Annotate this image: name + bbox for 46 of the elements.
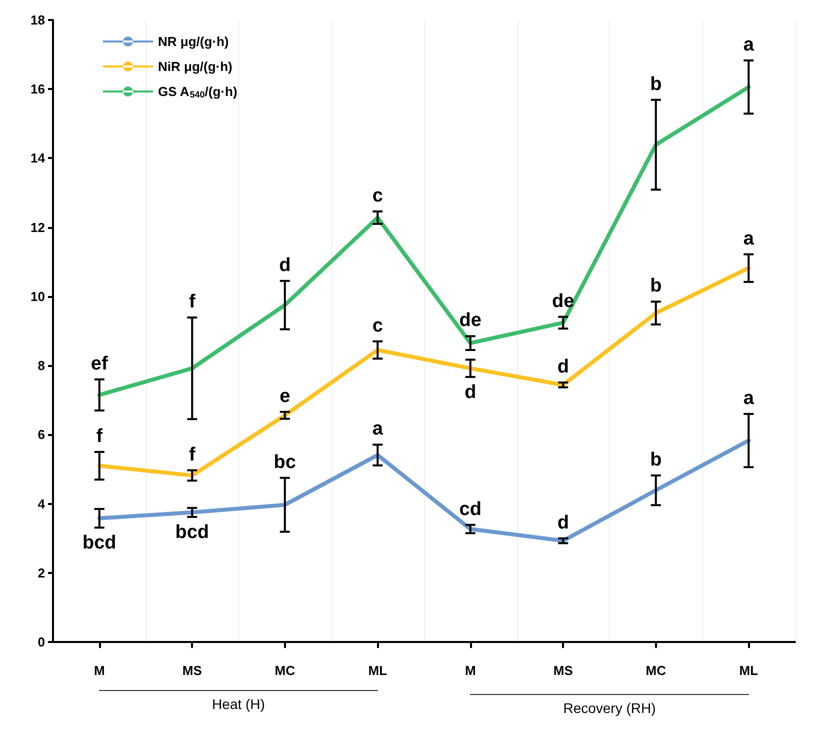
data-label: cd <box>459 498 482 520</box>
y-tick-label: 4 <box>38 496 46 512</box>
data-label: b <box>650 276 662 297</box>
text: Heat (H) <box>211 696 266 712</box>
legend-label: NiR μg/(g·h) <box>158 59 232 74</box>
x-tick-label: M <box>464 663 476 678</box>
x-tick-label: MS <box>553 663 574 678</box>
data-label: a <box>743 228 754 250</box>
y-tick-label: 8 <box>38 358 45 374</box>
data-label: c <box>372 315 384 336</box>
x-tick-label: ML <box>368 663 388 678</box>
data-label: bc <box>274 452 296 473</box>
data-label: ef <box>90 353 108 374</box>
data-label: a <box>743 388 754 409</box>
x-tick-label: MC <box>274 663 296 678</box>
data-label: e <box>280 386 290 407</box>
y-tick-label: 14 <box>30 150 46 166</box>
x-tick-label: ML <box>739 663 758 678</box>
legend-label: NR μg/(g·h) <box>158 34 229 49</box>
y-tick-label: 2 <box>38 565 45 580</box>
x-tick-label: MC <box>646 663 667 678</box>
y-tick-label: 18 <box>30 12 45 28</box>
y-tick-label: 0 <box>38 634 45 650</box>
data-label: b <box>650 74 662 95</box>
data-label: b <box>650 449 662 470</box>
data-label: de <box>552 290 574 312</box>
y-tick-label: 6 <box>38 427 45 442</box>
data-label: a <box>743 34 754 56</box>
data-label: bcd <box>175 522 210 543</box>
data-label: d <box>279 254 291 276</box>
y-tick-label: 10 <box>30 288 45 304</box>
data-label: de <box>459 310 482 332</box>
data-label: f <box>96 426 104 447</box>
data-label: d <box>557 512 569 534</box>
x-tick-label: MS <box>182 663 202 678</box>
data-label: d <box>464 382 476 403</box>
x-tick-label: M <box>94 663 105 678</box>
y-tick-label: 16 <box>30 82 45 97</box>
data-label: d <box>557 356 569 378</box>
y-tick-label: 12 <box>30 220 45 235</box>
data-label: f <box>188 292 196 313</box>
data-label: bcd <box>82 532 116 554</box>
text: Recovery (RH) <box>562 700 657 716</box>
data-label: f <box>188 444 196 466</box>
data-label: c <box>372 185 384 206</box>
data-label: a <box>372 418 384 440</box>
